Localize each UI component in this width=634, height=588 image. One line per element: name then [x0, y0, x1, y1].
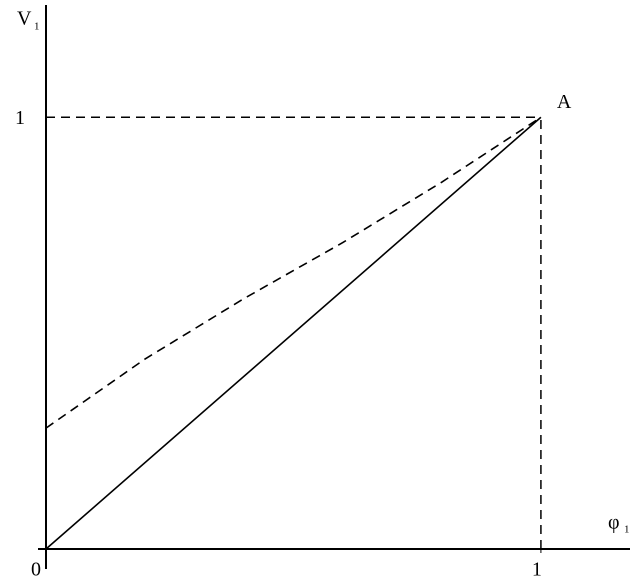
- y-tick-label: 1: [15, 107, 25, 129]
- line-series: [45, 116, 542, 550]
- x-axis-label-subscript: 1: [624, 524, 630, 536]
- x-tick-label: 1: [532, 559, 542, 581]
- y-axis-label-subscript: 1: [34, 21, 40, 33]
- y-axis-label: V: [17, 8, 32, 30]
- line-series: [45, 116, 542, 429]
- x-tick-label: 0: [31, 559, 41, 581]
- x-axis-label: φ: [608, 512, 620, 534]
- annotation: A: [557, 91, 572, 113]
